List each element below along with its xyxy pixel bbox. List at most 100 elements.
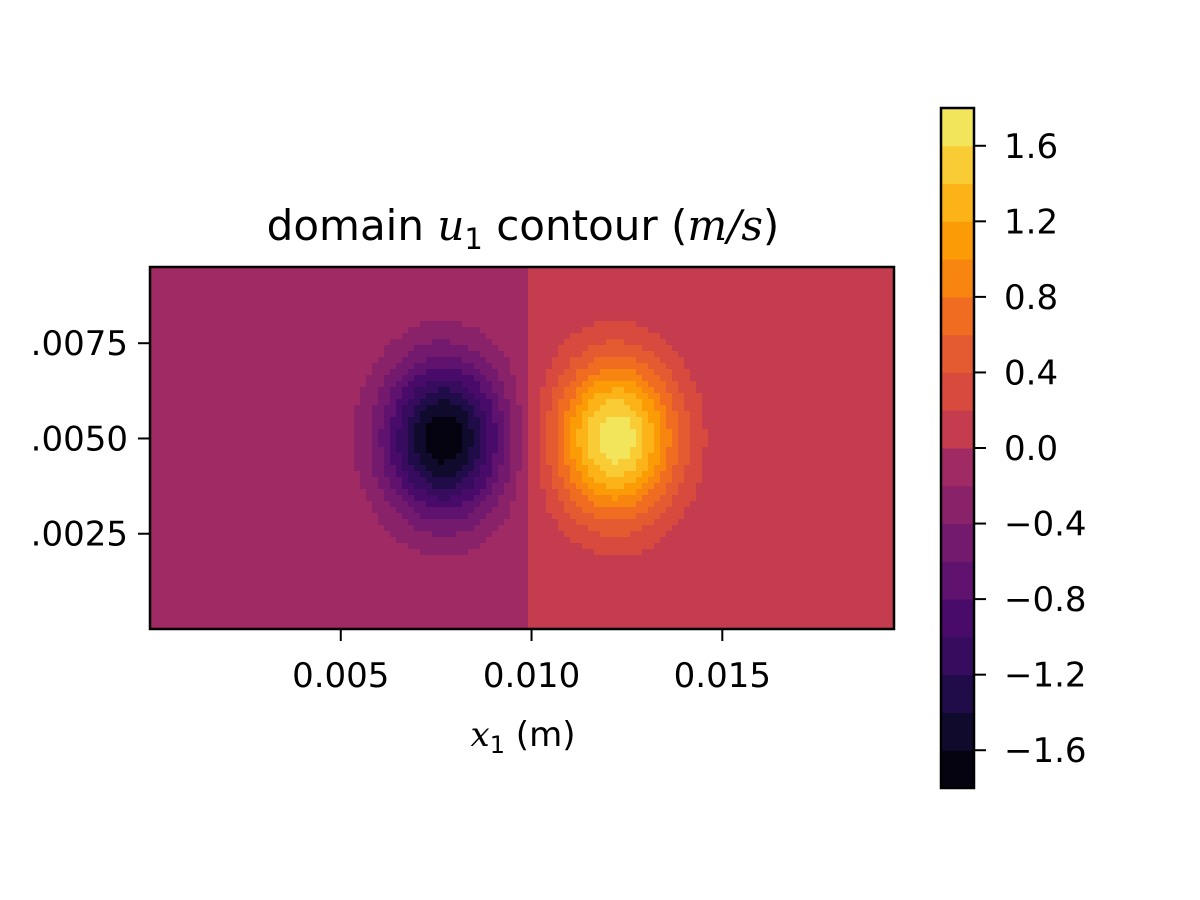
contour-cell xyxy=(576,357,583,364)
contour-cell xyxy=(612,285,619,292)
contour-cell xyxy=(636,447,643,454)
contour-cell xyxy=(234,447,241,454)
contour-cell xyxy=(732,495,739,502)
contour-cell xyxy=(660,297,667,304)
contour-cell xyxy=(360,369,367,376)
contour-cell xyxy=(768,339,775,346)
contour-cell xyxy=(744,381,751,388)
contour-cell xyxy=(612,303,619,310)
contour-cell xyxy=(792,405,799,412)
contour-cell xyxy=(432,495,439,502)
contour-cell xyxy=(150,387,157,394)
contour-cell xyxy=(234,441,241,448)
contour-cell xyxy=(510,369,517,376)
contour-cell xyxy=(420,357,427,364)
contour-cell xyxy=(786,309,793,316)
contour-cell xyxy=(558,267,565,274)
contour-cell xyxy=(876,303,883,310)
contour-cell xyxy=(594,273,601,280)
contour-cell xyxy=(366,501,373,508)
contour-cell xyxy=(324,393,331,400)
contour-cell xyxy=(378,297,385,304)
contour-cell xyxy=(318,429,325,436)
contour-cell xyxy=(378,315,385,322)
contour-cell xyxy=(654,393,661,400)
contour-cell xyxy=(360,375,367,382)
contour-cell xyxy=(150,429,157,436)
contour-cell xyxy=(744,387,751,394)
contour-cell xyxy=(822,471,829,478)
contour-cell xyxy=(726,441,733,448)
contour-cell xyxy=(210,309,217,316)
contour-cell xyxy=(714,339,721,346)
contour-cell xyxy=(192,471,199,478)
contour-cell xyxy=(516,489,523,496)
contour-cell xyxy=(888,417,894,424)
contour-cell xyxy=(594,267,601,274)
contour-cell xyxy=(342,399,349,406)
contour-cell xyxy=(228,363,235,370)
contour-cell xyxy=(174,279,181,286)
contour-cell xyxy=(222,405,229,412)
contour-cell xyxy=(528,267,535,274)
contour-cell xyxy=(594,279,601,286)
contour-cell xyxy=(210,507,217,514)
contour-cell xyxy=(660,363,667,370)
contour-cell xyxy=(210,387,217,394)
contour-cell xyxy=(402,303,409,310)
contour-cell xyxy=(306,339,313,346)
contour-cell xyxy=(444,453,451,460)
contour-cell xyxy=(396,315,403,322)
contour-cell xyxy=(672,459,679,466)
contour-cell xyxy=(456,309,463,316)
contour-cell xyxy=(684,465,691,472)
contour-cell xyxy=(588,459,595,466)
contour-cell xyxy=(228,471,235,478)
contour-cell xyxy=(504,393,511,400)
contour-cell xyxy=(798,375,805,382)
contour-cell xyxy=(744,417,751,424)
contour-cell xyxy=(384,471,391,478)
contour-cell xyxy=(402,471,409,478)
contour-cell xyxy=(426,393,433,400)
contour-cell xyxy=(870,363,877,370)
contour-cell xyxy=(258,339,265,346)
contour-cell xyxy=(558,345,565,352)
contour-cell xyxy=(852,267,859,274)
contour-cell xyxy=(792,357,799,364)
contour-cell xyxy=(384,459,391,466)
contour-cell xyxy=(642,327,649,334)
contour-cell xyxy=(576,453,583,460)
contour-cell xyxy=(294,393,301,400)
contour-cell xyxy=(468,465,475,472)
contour-cell xyxy=(372,429,379,436)
contour-cell xyxy=(450,399,457,406)
contour-cell xyxy=(798,483,805,490)
contour-cell xyxy=(720,273,727,280)
contour-cell xyxy=(420,465,427,472)
contour-cell xyxy=(636,309,643,316)
contour-cell xyxy=(342,369,349,376)
contour-cell xyxy=(852,471,859,478)
contour-cell xyxy=(306,357,313,364)
contour-cell xyxy=(618,435,625,442)
contour-cell xyxy=(162,375,169,382)
contour-cell xyxy=(300,327,307,334)
contour-cell xyxy=(150,447,157,454)
contour-cell xyxy=(366,429,373,436)
contour-cell xyxy=(312,375,319,382)
contour-cell xyxy=(534,339,541,346)
contour-cell xyxy=(720,297,727,304)
contour-cell xyxy=(570,477,577,484)
contour-cell xyxy=(522,501,529,508)
contour-cell xyxy=(618,447,625,454)
contour-cell xyxy=(162,387,169,394)
contour-cell xyxy=(870,303,877,310)
contour-cell xyxy=(654,345,661,352)
contour-cell xyxy=(846,393,853,400)
contour-cell xyxy=(360,405,367,412)
contour-cell xyxy=(888,387,894,394)
contour-cell xyxy=(570,435,577,442)
contour-cell xyxy=(684,495,691,502)
contour-cell xyxy=(810,393,817,400)
